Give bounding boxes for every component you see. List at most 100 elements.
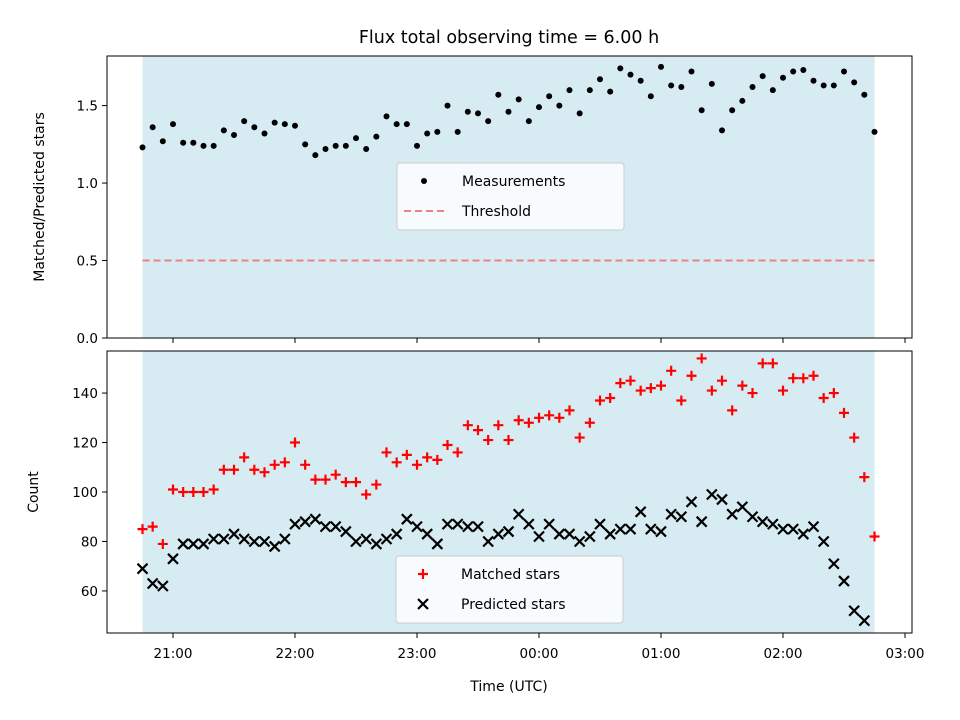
data-point [390, 528, 403, 540]
data-point [719, 127, 725, 134]
data-point [817, 535, 830, 548]
data-point [869, 531, 880, 542]
data-point [454, 128, 461, 135]
data-point [218, 533, 230, 545]
data-point [241, 118, 248, 125]
data-point [289, 518, 301, 530]
data-point [533, 530, 545, 543]
data-point [566, 87, 573, 94]
data-point [597, 76, 603, 83]
data-point [512, 508, 525, 521]
data-point [505, 108, 512, 115]
data-point [451, 518, 464, 530]
data-point [665, 508, 677, 521]
data-point [607, 88, 614, 95]
data-point [563, 528, 576, 540]
data-point [320, 474, 331, 485]
bottom-panel-counts: 60 80 100 120 140 21:00 22:00 23:00 00:00 01:00 02… [26, 351, 924, 662]
data-point [218, 464, 229, 475]
data-point [848, 604, 860, 617]
data-point [810, 77, 817, 84]
data-point [340, 525, 352, 538]
data-point [778, 385, 788, 396]
data-point [187, 538, 200, 550]
legend-label: Measurements [462, 174, 565, 190]
data-point [830, 82, 837, 89]
data-point [271, 119, 278, 126]
data-point [666, 365, 677, 376]
data-point [170, 121, 176, 128]
y-axis-label: Matched/Predicted stars [32, 112, 48, 282]
data-point [401, 513, 413, 525]
legend-handle-x [417, 598, 429, 610]
data-point [556, 102, 563, 109]
data-point [706, 385, 717, 396]
data-point [564, 405, 575, 416]
data-point [554, 412, 565, 423]
data-point [688, 68, 695, 75]
data-point [595, 395, 605, 406]
y-tick-label: 60 [81, 584, 98, 600]
data-point [716, 493, 728, 506]
data-point [452, 447, 463, 458]
top-panel-ratio: 0.0 0.5 1.0 1.5 Matched/Predicted stars Measu… [32, 55, 913, 347]
data-point [586, 87, 593, 94]
data-point [149, 124, 156, 131]
axes-frame [106, 55, 913, 339]
data-point [615, 378, 626, 389]
data-point [536, 104, 542, 111]
data-point [634, 506, 647, 518]
data-point [747, 388, 758, 399]
data-point [492, 528, 505, 540]
data-point [685, 496, 698, 508]
data-point [371, 479, 382, 490]
series-measurements [139, 63, 878, 159]
data-point [268, 540, 281, 553]
x-tick-label: 22:00 [276, 646, 315, 662]
x-axis-label: Time (UTC) [469, 679, 547, 695]
data-point [635, 385, 646, 396]
data-point [340, 477, 351, 488]
data-point [696, 353, 707, 364]
data-point [381, 447, 392, 458]
data-point [198, 487, 209, 497]
legend-label: Matched stars [461, 567, 560, 583]
y-axis-label: Count [26, 471, 42, 513]
data-point [414, 142, 420, 149]
data-point [647, 93, 654, 100]
data-point [383, 113, 390, 120]
data-point [485, 118, 492, 125]
data-point [839, 407, 849, 418]
data-point [838, 575, 850, 587]
series-matched-stars [138, 353, 880, 549]
data-point [574, 432, 585, 443]
axes-frame [106, 350, 913, 634]
data-point [302, 141, 309, 148]
data-point [584, 530, 596, 543]
data-point [210, 142, 217, 149]
data-point [322, 145, 329, 152]
legend-box [395, 555, 624, 624]
x-tick-label: 02:00 [764, 646, 803, 662]
data-point [442, 440, 453, 450]
data-point [523, 518, 535, 530]
data-point [861, 91, 868, 98]
data-point [624, 523, 637, 535]
data-point [534, 412, 544, 423]
data-point [515, 96, 522, 103]
data-point [828, 388, 839, 399]
data-point [139, 144, 146, 151]
data-point [231, 132, 237, 139]
data-point [698, 107, 705, 114]
data-point [190, 139, 197, 146]
data-point [495, 91, 502, 98]
data-point [645, 523, 657, 535]
data-point [525, 118, 532, 125]
data-point [645, 383, 656, 394]
data-point [147, 521, 158, 532]
data-point [739, 97, 746, 104]
data-point [617, 65, 624, 72]
data-point [411, 520, 423, 533]
y-tick-label: 1.0 [77, 176, 98, 192]
data-point [767, 518, 779, 530]
